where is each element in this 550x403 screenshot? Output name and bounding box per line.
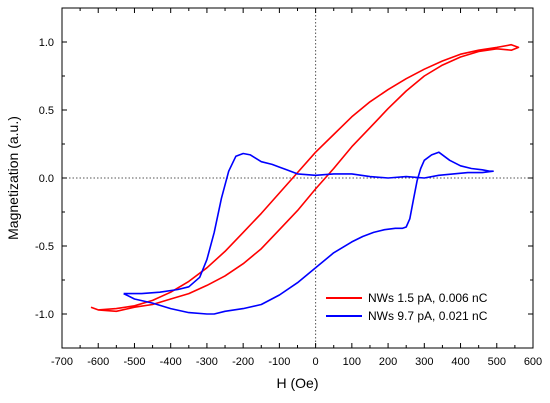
x-tick-label: 200 — [379, 356, 397, 368]
x-tick-label: -400 — [160, 356, 182, 368]
x-tick-label: -200 — [232, 356, 254, 368]
x-tick-label: -500 — [123, 356, 145, 368]
y-tick-label: 0.5 — [39, 105, 54, 117]
x-tick-label: -600 — [87, 356, 109, 368]
series-line-1 — [90, 43, 520, 313]
x-tick-label: 500 — [488, 356, 506, 368]
x-tick-label: 400 — [451, 356, 469, 368]
y-tick-label: -0.5 — [35, 241, 54, 253]
series-layer — [90, 43, 520, 315]
legend-label: NWs 1.5 pA, 0.006 nC — [368, 291, 488, 305]
x-tick-label: 0 — [313, 356, 319, 368]
y-tick-label: 1.0 — [39, 37, 54, 49]
axis-ticks: -700 -600 -500 -400 -300 -200 -100 0 100 200 300 40… — [35, 7, 542, 368]
legend-label: NWs 9.7 pA, 0.021 nC — [368, 309, 488, 323]
x-tick-label: -100 — [268, 356, 290, 368]
x-tick-label: -300 — [196, 356, 218, 368]
y-tick-label: 0.0 — [39, 173, 54, 185]
series-line-2 — [123, 151, 494, 315]
x-tick-label: 100 — [343, 356, 361, 368]
x-tick-label: -700 — [51, 356, 73, 368]
x-axis-title: H (Oe) — [277, 375, 319, 391]
y-tick-label: -1.0 — [35, 309, 54, 321]
x-tick-label: 300 — [415, 356, 433, 368]
y-axis-title: Magnetization (a.u.) — [5, 116, 21, 240]
x-tick-label: 600 — [524, 356, 542, 368]
legend: NWs 1.5 pA, 0.006 nC NWs 9.7 pA, 0.021 nC — [326, 291, 488, 323]
zero-reference-lines — [62, 8, 533, 348]
